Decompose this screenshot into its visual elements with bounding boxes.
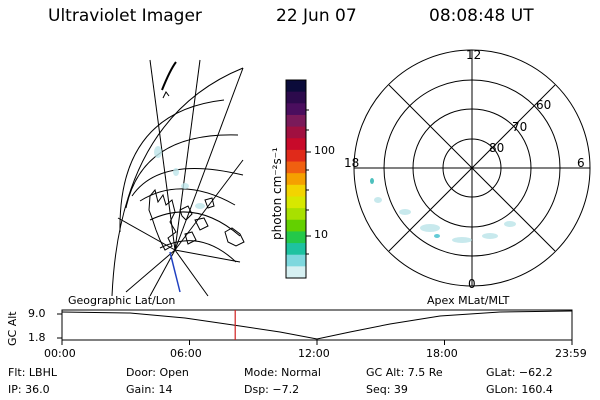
timeline-xtick-2: 12:00 xyxy=(298,347,330,360)
color-scale-segment xyxy=(286,161,306,174)
color-scale-ticks xyxy=(306,109,311,255)
color-scale-segment xyxy=(286,219,306,233)
left-map-label: Geographic Lat/Lon xyxy=(68,294,176,307)
color-scale-segment xyxy=(286,231,306,244)
param-gain: Gain: 14 xyxy=(126,383,173,396)
color-scale-segment xyxy=(286,173,306,186)
coastline xyxy=(148,91,245,251)
color-scale-segment xyxy=(286,80,306,93)
mlt-label-0: 0 xyxy=(468,277,476,291)
timeline-xtick-3: 18:00 xyxy=(426,347,458,360)
param-glon: GLon: 160.4 xyxy=(486,383,553,396)
color-scale-segment xyxy=(286,208,306,221)
altitude-curve xyxy=(61,310,573,340)
instrument-title: Ultraviolet Imager xyxy=(48,6,202,26)
timeline-ymax: 9.0 xyxy=(28,307,46,320)
param-gc-alt: GC Alt: 7.5 Re xyxy=(366,366,443,379)
left-map xyxy=(111,59,244,297)
param-glat: GLat: −62.2 xyxy=(486,366,553,379)
color-scale-segment xyxy=(286,138,306,151)
date-label: 22 Jun 07 xyxy=(276,6,357,26)
colorbar-unit: photon cm⁻²s⁻¹ xyxy=(270,147,284,240)
left-aurora xyxy=(154,146,205,209)
color-scale-segment xyxy=(286,266,306,279)
day-boundary xyxy=(169,251,181,293)
param-mode: Mode: Normal xyxy=(244,366,321,379)
mlt-label-18: 18 xyxy=(344,156,360,170)
color-scale-frame xyxy=(285,79,307,279)
color-scale-segment xyxy=(286,149,306,163)
timeline-xtick-4: 23:59 xyxy=(555,347,587,360)
mlat-label-70: 70 xyxy=(512,120,528,134)
mlt-label-12: 12 xyxy=(466,48,482,62)
color-scale-segment xyxy=(286,254,306,267)
right-map-label: Apex MLat/MLT xyxy=(427,294,510,307)
time-label: 08:08:48 UT xyxy=(429,6,534,26)
mlat-label-80: 80 xyxy=(489,141,505,155)
color-scale-segment xyxy=(286,126,306,139)
mlt-label-6: 6 xyxy=(577,156,585,170)
color-scale-segment xyxy=(286,91,306,104)
timeline-ylabel: GC Alt xyxy=(6,311,19,346)
timeline-xtick-1: 06:00 xyxy=(170,347,202,360)
color-scale-segment xyxy=(286,114,306,128)
timeline-xtick-0: 00:00 xyxy=(44,347,76,360)
param-dsp: Dsp: −7.2 xyxy=(244,383,300,396)
colorbar-tick-100: 100 xyxy=(314,144,335,157)
timeline-ymin: 1.8 xyxy=(28,331,46,344)
polar-grid xyxy=(353,49,591,287)
polar-aurora xyxy=(370,178,516,243)
param-seq: Seq: 39 xyxy=(366,383,408,396)
colorbar-tick-10: 10 xyxy=(314,228,328,241)
color-scale xyxy=(286,80,306,279)
timeline-frame xyxy=(61,309,573,341)
color-scale-segment xyxy=(286,196,306,209)
mlat-label-60: 60 xyxy=(536,98,552,112)
param-ip: IP: 36.0 xyxy=(8,383,50,396)
color-scale-segment xyxy=(286,243,306,256)
timeline-ticks xyxy=(57,313,573,345)
param-door: Door: Open xyxy=(126,366,189,379)
color-scale-segment xyxy=(286,184,306,198)
param-filter: Flt: LBHL xyxy=(8,366,57,379)
color-scale-segment xyxy=(286,103,306,116)
